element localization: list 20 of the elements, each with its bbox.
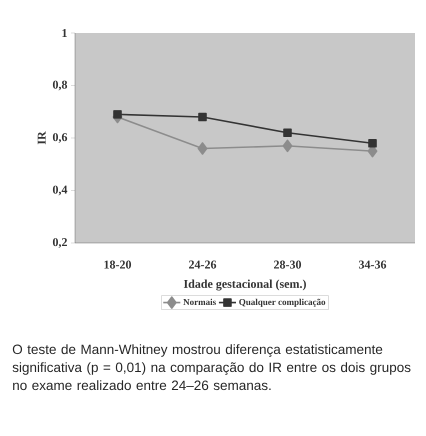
point [198,142,208,155]
x-tick-label: 28-30 [274,260,302,269]
text: O teste de Mann-Whitney mostrou diferença estatisticamente significativa (p = 0,01) na comparação do IR entre os dois grupos no exame realizado entre 24–26 semanas. [12,344,410,390]
point [113,110,122,119]
point [283,128,292,138]
x-axis-title: Idade gestacional (sem.) [184,279,306,290]
point [282,140,292,152]
y-tick-label: 0,6 [52,133,68,143]
point [198,112,207,122]
x-tick-label: 18-20 [104,260,132,269]
legend-label: Qualquer complicação [239,298,326,307]
y-tick-label: 0,8 [52,80,68,90]
y-axis-title: IR [38,131,46,144]
x-tick-label: 34-36 [358,260,386,269]
point [368,138,377,148]
y-tick-label: 0,4 [52,186,68,196]
legend-label: Normais [183,298,216,306]
x-tick-label: 24-26 [189,260,216,269]
y-tick-label: 1 [62,29,67,37]
y-tick-label: 0,2 [52,238,67,248]
